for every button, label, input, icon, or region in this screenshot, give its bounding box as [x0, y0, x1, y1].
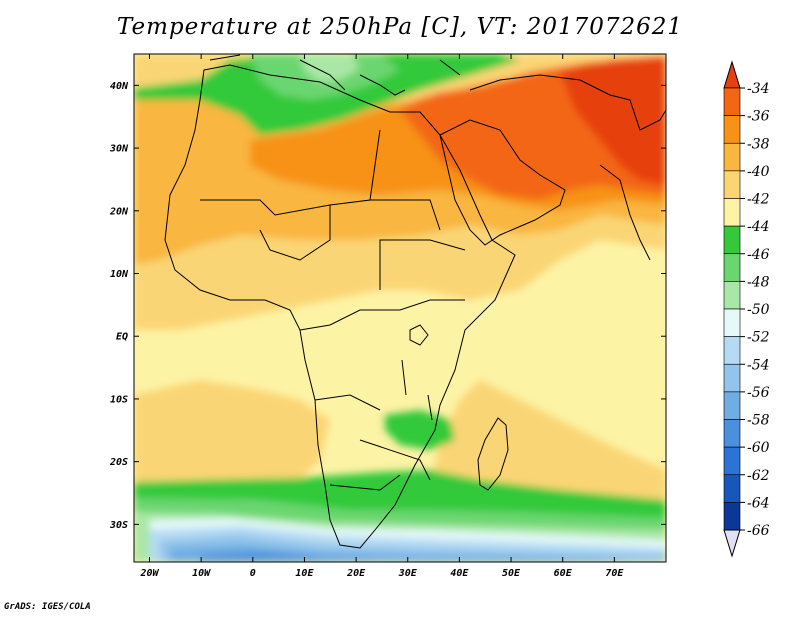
colorbar-label: -60 — [747, 440, 770, 456]
lon-tick-label: 20W — [139, 568, 159, 579]
colorbar-swatch — [723, 336, 741, 365]
colorbar-label: -58 — [747, 413, 770, 429]
colorbar-top-triangle — [723, 60, 741, 89]
map-frame — [133, 53, 667, 563]
lon-tick-label: 60E — [554, 568, 573, 579]
colorbar-label: -42 — [747, 192, 770, 208]
colorbar-swatch — [723, 142, 741, 172]
lon-tick-label: 70E — [605, 568, 624, 579]
lon-tick-label: 50E — [502, 568, 521, 579]
lon-tick-label: 30E — [398, 568, 418, 579]
lon-tick-label: 10E — [295, 568, 314, 579]
lat-tick-label: EQ — [116, 332, 128, 343]
temperature-field — [134, 54, 666, 562]
latitude-axis: 40N 30N 20N 10N EQ 10S 20S 30S — [109, 81, 666, 531]
colorbar-swatch — [723, 446, 741, 476]
lat-tick-label: 20N — [109, 206, 129, 217]
colorbar-label: -54 — [747, 357, 770, 373]
colorbar-swatch — [723, 363, 741, 393]
lat-tick-label: 30S — [109, 520, 128, 531]
colorbar-label: -62 — [747, 468, 770, 484]
colorbar-label: -48 — [747, 274, 770, 290]
colorbar-label: -64 — [747, 495, 770, 511]
colorbar-swatch — [723, 474, 741, 503]
colorbar-swatch — [723, 502, 741, 531]
lat-tick-label: 10S — [110, 394, 128, 405]
colorbar-label: -66 — [747, 523, 770, 539]
colorbar-swatch — [723, 115, 741, 144]
colorbar-swatch — [723, 87, 741, 116]
lon-tick-label: 0 — [250, 568, 256, 579]
lon-tick-label: 40E — [450, 568, 469, 579]
chart-title: Temperature at 250hPa [C], VT: 201707262… — [116, 14, 684, 40]
colorbar-label: -46 — [747, 247, 770, 263]
lat-tick-label: 10N — [110, 269, 129, 280]
colorbar-label: -44 — [747, 219, 770, 235]
colorbar-swatch — [723, 281, 741, 310]
colorbar-swatch — [723, 419, 741, 448]
lon-tick-label: 10W — [192, 568, 211, 579]
colorbar-swatch — [723, 253, 741, 282]
colorbar-label: -36 — [747, 109, 770, 125]
colorbar-bottom-triangle — [723, 529, 741, 558]
colorbar: -34 -36 -38 -40 -42 -44 -46 -48 -50 -52 -54 -56 -58 -… — [723, 60, 770, 558]
lat-tick-label: 30N — [109, 144, 129, 155]
colorbar-swatch — [723, 308, 741, 337]
colorbar-swatch — [723, 198, 741, 227]
colorbar-label: -40 — [747, 164, 770, 180]
lat-tick-label: 40N — [110, 81, 129, 92]
lat-tick-label: 20S — [109, 457, 128, 468]
colorbar-label: -50 — [747, 302, 770, 318]
colorbar-label: -38 — [747, 136, 770, 152]
longitude-axis: 20W 10W 0 10E 20E 30E 40E 50E 60E 70E — [139, 54, 624, 579]
colorbar-label: -56 — [747, 385, 770, 401]
lon-tick-label: 20E — [346, 568, 366, 579]
colorbar-swatch — [723, 225, 741, 255]
colorbar-swatch — [723, 391, 741, 420]
colorbar-label: -52 — [747, 330, 770, 346]
colorbar-swatch — [723, 170, 741, 199]
credit-label: GrADS: IGES/COLA — [4, 602, 91, 612]
colorbar-label: -34 — [747, 81, 770, 97]
